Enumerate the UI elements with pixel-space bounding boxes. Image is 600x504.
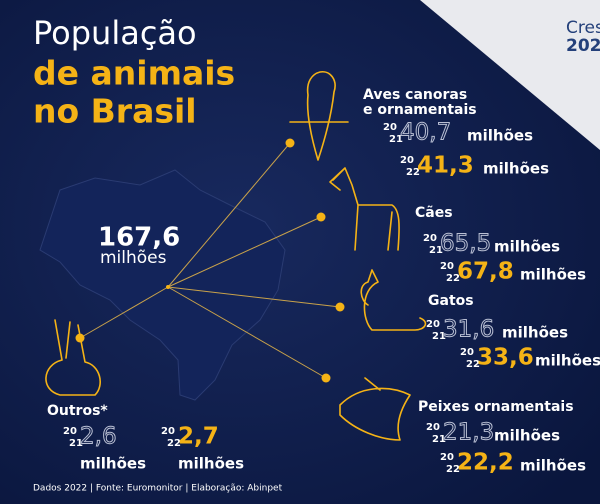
title-line: no Brasil	[33, 92, 197, 131]
group-name: Cães	[415, 205, 453, 221]
year-bottom: 22	[446, 464, 460, 475]
value: 21,3	[443, 420, 494, 446]
year-bottom: 21	[429, 245, 443, 256]
year-top: 20	[400, 155, 414, 166]
unit: milhões	[494, 238, 560, 256]
value: 2,7	[178, 424, 219, 450]
year-bottom: 22	[466, 359, 480, 370]
year-top: 20	[440, 261, 454, 272]
year-bottom: 21	[432, 331, 446, 342]
group-name: Peixes ornamentais	[418, 399, 574, 415]
year-bottom: 21	[69, 438, 83, 449]
link-line	[167, 216, 322, 288]
year-top: 20	[423, 233, 437, 244]
value: 41,3	[417, 153, 474, 179]
fish-icon	[339, 377, 411, 441]
dog-icon	[329, 167, 400, 251]
icons	[45, 70, 427, 441]
title-line: População	[33, 14, 197, 52]
year-bottom: 21	[389, 134, 403, 145]
hub-dot	[166, 285, 170, 289]
value: 67,8	[457, 259, 514, 285]
connector-lines	[75, 138, 345, 383]
dot	[335, 302, 345, 312]
footer: Dados 2022 | Fonte: Euromonitor | Elabor…	[33, 484, 283, 494]
unit: milhões	[520, 457, 586, 475]
year-top: 20	[426, 422, 440, 433]
unit: milhões	[80, 455, 146, 473]
parrot-icon	[289, 70, 349, 161]
unit: milhões	[178, 455, 244, 473]
dot	[285, 138, 295, 148]
year-top: 20	[161, 426, 175, 437]
value: 31,6	[443, 317, 494, 343]
link-line	[167, 286, 327, 379]
year-bottom: 21	[432, 434, 446, 445]
total-unit: milhões	[100, 248, 167, 268]
corner-text: 202	[566, 36, 600, 56]
year-top: 20	[460, 347, 474, 358]
unit: milhões	[467, 127, 533, 145]
dot	[316, 212, 326, 222]
year-top: 20	[383, 122, 397, 133]
year-bottom: 22	[406, 167, 420, 178]
dot	[321, 373, 331, 383]
brazil-map	[39, 169, 286, 401]
link-line	[79, 286, 169, 339]
group-name: Outros*	[47, 403, 108, 419]
value: 65,5	[440, 231, 491, 257]
link-line	[167, 142, 291, 288]
group-name: e ornamentais	[363, 102, 477, 118]
unit: milhões	[502, 324, 568, 342]
cat-icon	[360, 269, 427, 331]
value: 40,7	[400, 120, 451, 146]
value: 2,6	[80, 424, 117, 450]
unit: milhões	[535, 352, 600, 370]
year-top: 20	[440, 452, 454, 463]
unit: milhões	[520, 266, 586, 284]
year-bottom: 22	[167, 438, 181, 449]
group-name: Gatos	[428, 293, 474, 309]
year-bottom: 22	[446, 273, 460, 284]
unit: milhões	[494, 427, 560, 445]
total-value: 167,6	[98, 223, 180, 253]
value: 22,2	[457, 450, 514, 476]
title-line: de animais	[33, 54, 235, 93]
unit: milhões	[483, 160, 549, 178]
rabbit-icon	[45, 319, 101, 396]
corner-text: Cres	[566, 18, 600, 38]
link-line	[167, 286, 341, 308]
group-name: Aves canoras	[363, 87, 467, 103]
year-top: 20	[426, 319, 440, 330]
year-top: 20	[63, 426, 77, 437]
value: 33,6	[477, 345, 534, 371]
corner-panel	[420, 0, 600, 150]
